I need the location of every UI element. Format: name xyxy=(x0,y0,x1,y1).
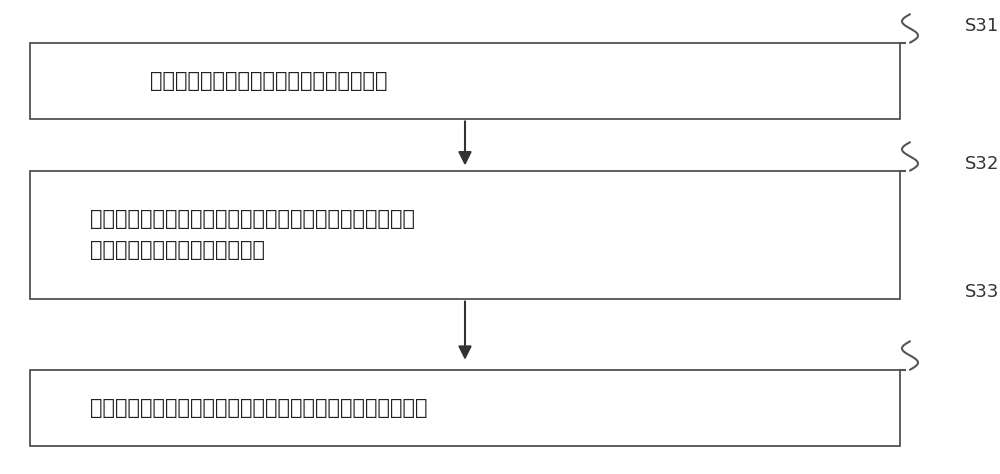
Text: 选择所述组件池中配置的不同组件与读取的不同所述组件组
合进行组合，以得到第二集合；: 选择所述组件池中配置的不同组件与读取的不同所述组件组 合进行组合，以得到第二集合… xyxy=(90,209,415,260)
Bar xyxy=(30,43,900,118)
Bar xyxy=(30,171,900,299)
Text: S32: S32 xyxy=(965,155,999,173)
Text: 读取所述第一集合中配置的不同组件组合；: 读取所述第一集合中配置的不同组件组合； xyxy=(150,71,388,91)
Text: S33: S33 xyxy=(965,283,999,301)
Text: S31: S31 xyxy=(965,17,999,35)
Bar xyxy=(30,370,900,446)
Text: 将得到的不同第二集合进行构建，以得到所述模拟应用系统。: 将得到的不同第二集合进行构建，以得到所述模拟应用系统。 xyxy=(90,398,428,418)
